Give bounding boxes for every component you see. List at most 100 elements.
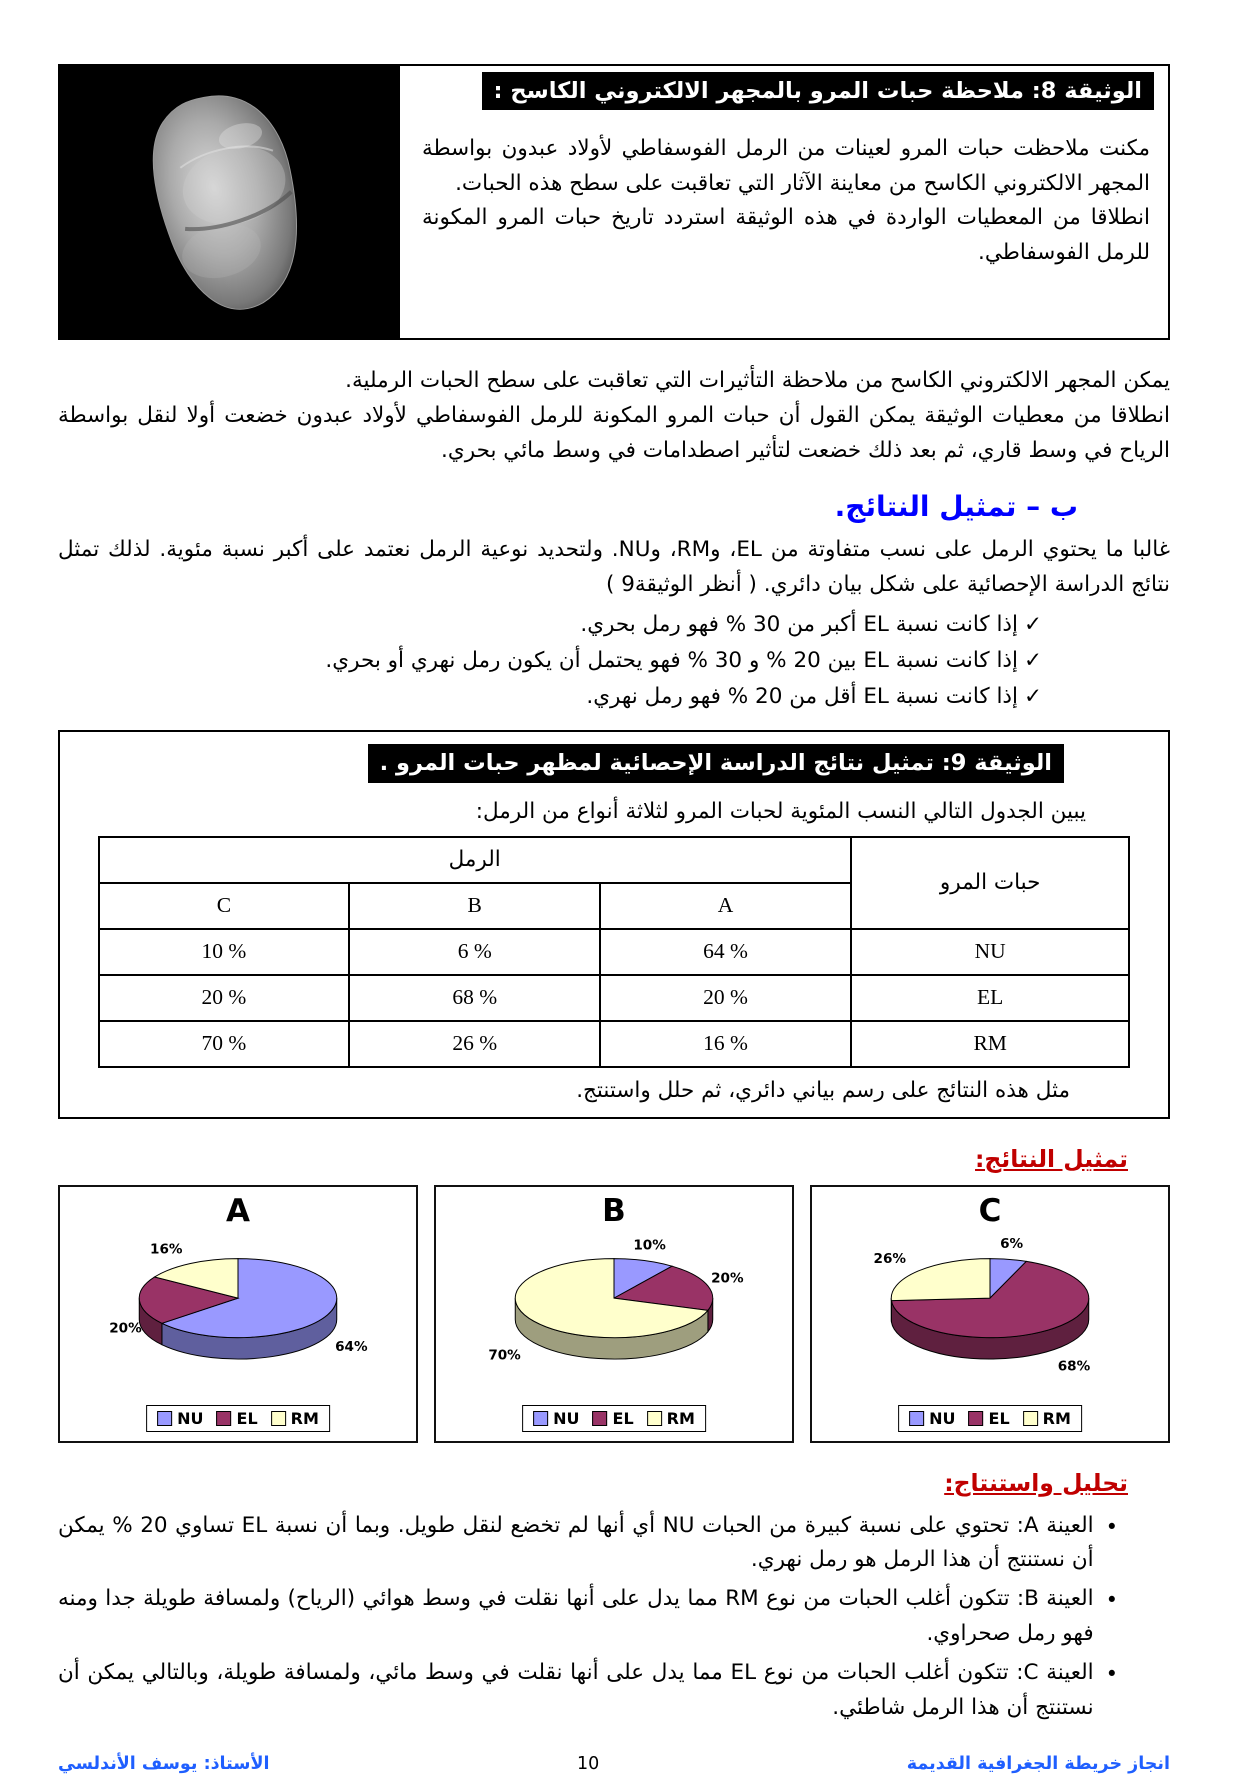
document9-title-bar: الوثيقة 9: تمثيل نتائج الدراسة الإحصائية… [368,744,1064,782]
intro-text: يمكن المجهر الالكتروني الكاسح من ملاحظة … [58,364,1170,468]
document8-paragraph-2: انطلاقا من المعطيات الواردة في هذه الوثي… [422,201,1150,270]
legend-label: RM [667,1409,695,1428]
legend-item: RM [647,1409,695,1428]
table-cell: 20 % [99,975,350,1021]
pie-data-label: 20% [711,1270,744,1286]
legend-label: NU [929,1409,955,1428]
percentages-table: حبات المرو الرمل A B C NU 64 % 6 % 10 % … [98,836,1131,1068]
legend-swatch-icon [157,1411,172,1426]
table-cell: 6 % [349,929,600,975]
legend-label: EL [613,1409,634,1428]
results-heading: تمثيل النتائج: [58,1145,1128,1173]
checkmark-icon: ✓ [1018,684,1042,709]
pie-chart-a: A 64% 20% 16% NU EL RM [58,1185,418,1443]
chart-legend: NU EL RM [898,1405,1082,1432]
checkmark-icon: ✓ [1018,648,1042,673]
row-header: NU [851,929,1130,975]
intro-line-1: يمكن المجهر الالكتروني الكاسح من ملاحظة … [58,364,1170,399]
criteria-list: ✓إذا كانت نسبة EL أكبر من 30 % فهو رمل ب… [58,607,1042,714]
legend-item: EL [969,1409,1010,1428]
checkmark-icon: ✓ [1018,612,1042,637]
table-row: NU 64 % 6 % 10 % [99,929,1130,975]
legend-item: NU [533,1409,579,1428]
legend-label: NU [177,1409,203,1428]
legend-swatch-icon [1023,1411,1038,1426]
legend-item: NU [909,1409,955,1428]
legend-label: RM [291,1409,319,1428]
document8-content: الوثيقة 8: ملاحظة حبات المرو بالمجهر الا… [400,66,1168,338]
table-cell: 26 % [349,1021,600,1067]
bullet-icon: • [1106,1656,1118,1726]
table-row: EL 20 % 68 % 20 % [99,975,1130,1021]
document9-intro: يبين الجدول التالي النسب المئوية لحبات ا… [76,799,1086,824]
analysis-heading: تحليل واستنتاج: [58,1469,1128,1497]
document8-box: الوثيقة 8: ملاحظة حبات المرو بالمجهر الا… [58,64,1170,340]
sem-grain-image [60,66,400,338]
document9-box: الوثيقة 9: تمثيل نتائج الدراسة الإحصائية… [58,730,1170,1118]
legend-swatch-icon [271,1411,286,1426]
analysis-text: العينة B: تتكون أغلب الحبات من نوع RM مم… [58,1582,1094,1652]
legend-swatch-icon [909,1411,924,1426]
charts-row: A 64% 20% 16% NU EL RM B 10% 20% 70% NU EL RM C 6%… [58,1185,1170,1443]
criteria-item: ✓إذا كانت نسبة EL بين 20 % و 30 % فهو يح… [58,643,1042,679]
analysis-item: • العينة A: تحتوي على نسبة كبيرة من الحب… [58,1509,1118,1579]
legend-item: RM [1023,1409,1071,1428]
document8-paragraph-1: مكنت ملاحظت حبات المرو لعينات من الرمل ا… [422,132,1150,201]
table-cell: 68 % [349,975,600,1021]
pie-data-label: 26% [874,1251,907,1267]
table-cell: 20 % [600,975,851,1021]
intro-line-2: انطلاقا من معطيات الوثيقة يمكن القول أن … [58,399,1170,469]
chart-title: B [436,1193,792,1229]
pie-data-label: 20% [109,1320,142,1336]
legend-label: RM [1043,1409,1071,1428]
bullet-icon: • [1106,1582,1118,1652]
table-column-header: C [99,883,350,929]
pie-3d-graphic: 64% 20% 16% [60,1229,416,1387]
footer-document-title: انجاز خريطة الجغرافية القديمة [907,1754,1170,1774]
section-b-heading: ب – تمثيل النتائج. [58,490,1078,523]
bullet-icon: • [1106,1509,1118,1579]
legend-label: NU [553,1409,579,1428]
pie-data-label: 6% [1000,1236,1023,1252]
legend-label: EL [989,1409,1010,1428]
section-b-paragraph: غالبا ما يحتوي الرمل على نسب متفاوتة من … [58,533,1170,603]
pie-chart-c: C 6% 68% 26% NU EL RM [810,1185,1170,1443]
legend-swatch-icon [593,1411,608,1426]
pie-data-label: 10% [633,1237,666,1253]
table-column-header: B [349,883,600,929]
table-cell: 64 % [600,929,851,975]
criteria-text: إذا كانت نسبة EL بين 20 % و 30 % فهو يحت… [325,648,1018,673]
legend-item: NU [157,1409,203,1428]
legend-swatch-icon [969,1411,984,1426]
table-row: RM 16 % 26 % 70 % [99,1021,1130,1067]
table-cell: 70 % [99,1021,350,1067]
footer-author: الأستاذ: يوسف الأندلسي [58,1754,270,1774]
analysis-item: • العينة C: تتكون أغلب الحبات من نوع EL … [58,1656,1118,1726]
document8-title-bar: الوثيقة 8: ملاحظة حبات المرو بالمجهر الا… [482,72,1154,110]
legend-label: EL [237,1409,258,1428]
document8-body: مكنت ملاحظت حبات المرو لعينات من الرمل ا… [422,132,1150,270]
pie-data-label: 64% [335,1339,368,1355]
pie-3d-graphic: 10% 20% 70% [436,1229,792,1387]
table-cell: 10 % [99,929,350,975]
chart-legend: NU EL RM [146,1405,330,1432]
pie-data-label: 16% [150,1241,183,1257]
page-footer: الأستاذ: يوسف الأندلسي 10 انجاز خريطة ال… [58,1754,1170,1774]
pie-data-label: 70% [488,1347,521,1363]
pie-chart-b: B 10% 20% 70% NU EL RM [434,1185,794,1443]
row-header: EL [851,975,1130,1021]
table-column-header: A [600,883,851,929]
table-group-header: الرمل [99,837,851,883]
legend-item: EL [217,1409,258,1428]
legend-swatch-icon [647,1411,662,1426]
pie-slice [891,1258,990,1300]
page-number: 10 [577,1754,599,1774]
table-cell: 16 % [600,1021,851,1067]
pie-data-label: 68% [1058,1358,1091,1374]
chart-legend: NU EL RM [522,1405,706,1432]
table-row: حبات المرو الرمل [99,837,1130,883]
criteria-text: إذا كانت نسبة EL أكبر من 30 % فهو رمل بح… [580,612,1018,637]
chart-title: C [812,1193,1168,1229]
chart-title: A [60,1193,416,1229]
